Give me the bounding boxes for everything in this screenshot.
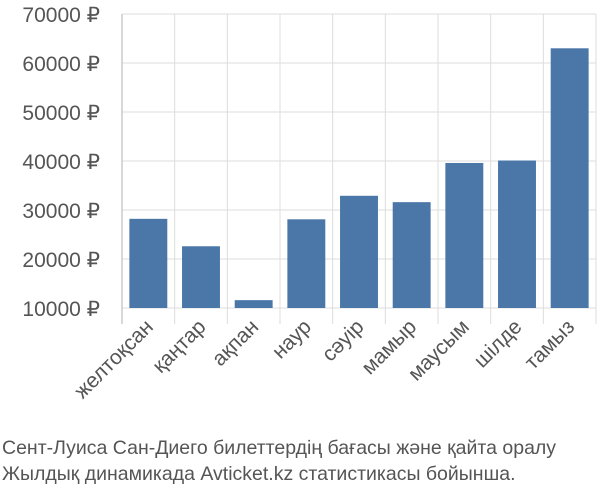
bar-8 — [498, 160, 536, 308]
bar-3 — [234, 300, 273, 308]
bars-layer — [129, 48, 589, 309]
bar-6 — [392, 202, 431, 308]
x-tick-label: ақпан — [208, 315, 264, 371]
x-tick-label: желтоқсан — [70, 315, 158, 403]
price-bar-chart: 10000 ₽ 20000 ₽ 30000 ₽ 40000 ₽ 50000 ₽ 60000… — [22, 4, 597, 403]
chart-caption-line-1: Сент-Луиса Сан-Диего билеттердің бағасы … — [2, 437, 557, 459]
y-tick-label: 20000 ₽ — [22, 249, 100, 272]
bar-9 — [550, 48, 589, 309]
y-tick-label: 60000 ₽ — [22, 53, 100, 76]
y-tick-label: 40000 ₽ — [22, 151, 100, 174]
y-tick-label: 50000 ₽ — [22, 102, 100, 125]
bar-4 — [287, 219, 326, 308]
x-tick-label: шілде — [469, 315, 526, 372]
y-tick-label: 10000 ₽ — [22, 298, 100, 321]
bar-5 — [340, 195, 378, 308]
bar-7 — [445, 162, 484, 308]
x-tick-label: қаңтар — [148, 315, 210, 377]
x-tick-label: тамыз — [520, 315, 579, 374]
y-tick-label: 30000 ₽ — [22, 200, 100, 223]
bar-1 — [129, 218, 168, 308]
bar-2 — [182, 246, 220, 308]
y-tick-labels: 10000 ₽ 20000 ₽ 30000 ₽ 40000 ₽ 50000 ₽ 60000… — [22, 4, 100, 321]
x-tick-label: наур — [268, 315, 316, 363]
y-tick-label: 70000 ₽ — [22, 4, 100, 27]
grid-layer — [122, 13, 597, 324]
chart-caption-line-2: Жылдық динамикада Avticket.kz статистика… — [2, 463, 516, 485]
